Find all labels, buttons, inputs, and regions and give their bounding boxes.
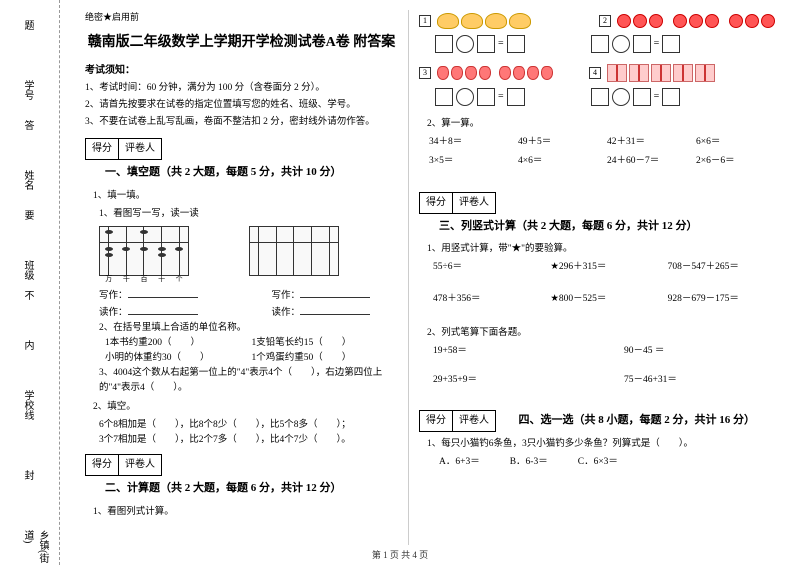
abacus-2 xyxy=(249,226,339,276)
q1-sub2: 2、在括号里填上合适的单位名称。 xyxy=(99,321,398,336)
exam-page: 题学号答姓名要班级不内学校线封乡镇(街道) 绝密★启用前 赣南版二年级数学上学期… xyxy=(0,0,800,565)
q6-title: 2、列式笔算下面各题。 xyxy=(427,326,775,341)
write-label: 写作： xyxy=(99,291,128,301)
write-read-1: 写作： 读作： xyxy=(99,288,198,320)
eq-3: = xyxy=(435,88,525,106)
notice-1: 1、考试时间：60 分钟，满分为 100 分（含卷面分 2 分）。 xyxy=(85,81,398,96)
abacus-row: 万千百十个 xyxy=(99,226,398,276)
unit-item-1: 1本书约重200（ ） xyxy=(105,336,252,351)
q2-line1: 6个8相加是（ ），比8个8少（ ），比5个8多（ ）； xyxy=(99,418,398,433)
score-box-2: 得分 评卷人 xyxy=(85,454,162,476)
eq-1: = xyxy=(435,35,525,53)
q2-title: 2、填空。 xyxy=(93,400,398,415)
score-box-4: 得分 评卷人 xyxy=(419,410,496,432)
section-2-title: 二、计算题（共 2 大题，每题 6 分，共计 12 分） xyxy=(105,480,342,498)
section-4-title: 四、选一选（共 8 小题，每题 2 分，共计 16 分） xyxy=(519,412,756,430)
read-label-2: 读作： xyxy=(272,308,301,318)
unit-item-2: 1支铅笔长约15（ ） xyxy=(252,336,399,351)
write-label-2: 写作： xyxy=(272,291,301,301)
left-column: 绝密★启用前 赣南版二年级数学上学期开学检测试卷A卷 附答案 考试须知： 1、考… xyxy=(75,10,409,545)
q1-sub1: 1、看图写一写，读一读 xyxy=(99,207,398,222)
q1-sub3: 3、4004这个数从右起第一位上的"4"表示4个（ ），右边第四位上的"4"表示… xyxy=(99,366,398,396)
page-footer: 第 1 页 共 4 页 xyxy=(0,548,800,561)
section-1-title: 一、填空题（共 2 大题，每题 5 分，共计 10 分） xyxy=(105,164,342,182)
write-read-2: 写作： 读作： xyxy=(272,288,371,320)
opt-c: C．6×3＝ xyxy=(578,455,618,470)
section-3-title: 三、列竖式计算（共 2 大题，每题 6 分，共计 12 分） xyxy=(439,218,698,236)
notice-heading: 考试须知： xyxy=(85,63,398,79)
binding-margin: 题学号答姓名要班级不内学校线封乡镇(街道) xyxy=(0,0,60,565)
grader-label: 评卷人 xyxy=(119,139,161,159)
vertical-calc-grid: 55÷6＝ ★296＋315＝ 708－547＋265＝ xyxy=(433,260,775,275)
score-label: 得分 xyxy=(86,139,119,159)
unit-item-3: 小明的体重约30（ ） xyxy=(105,351,252,366)
fruit-row-2: 3 4 xyxy=(419,64,775,82)
eq-4: = xyxy=(591,88,681,106)
exam-title: 赣南版二年级数学上学期开学检测试卷A卷 附答案 xyxy=(85,32,398,54)
calc-grid: 34＋8＝ 49＋5＝ 42＋31＝ 6×6＝ 3×5＝ 4×6＝ 24＋60－… xyxy=(429,135,775,169)
q3-title: 1、看图列式计算。 xyxy=(93,505,398,520)
opt-a: A．6+3＝ xyxy=(439,455,480,470)
q1-title: 1、填一填。 xyxy=(93,189,398,204)
abacus-1: 万千百十个 xyxy=(99,226,189,276)
opt-b: B．6-3＝ xyxy=(510,455,548,470)
score-box-3: 得分 评卷人 xyxy=(419,192,496,214)
q5-title: 1、用竖式计算，带"★"的要验算。 xyxy=(427,242,775,257)
calc-grid-3: 19+58＝ 90－45 ＝ 29+35+9＝ 75－46+31＝ xyxy=(433,344,775,388)
notice-3: 3、不要在试卷上乱写乱画，卷面不整洁扣 2 分，密封线外请勿作答。 xyxy=(85,115,398,130)
unit-item-4: 1个鸡蛋约重50（ ） xyxy=(252,351,399,366)
q4-title: 2、算一算。 xyxy=(427,117,775,132)
right-column: 1 2 = = 3 4 = = xyxy=(409,10,785,545)
notice-2: 2、请首先按要求在试卷的指定位置填写您的姓名、班级、学号。 xyxy=(85,98,398,113)
content-area: 绝密★启用前 赣南版二年级数学上学期开学检测试卷A卷 附答案 考试须知： 1、考… xyxy=(60,0,800,565)
read-label: 读作： xyxy=(99,308,128,318)
q7-title: 1、每只小猫钓6条鱼，3只小猫钓多少条鱼？列算式是（ ）。 xyxy=(427,437,775,452)
eq-2: = xyxy=(591,35,681,53)
fruit-row-1: 1 2 xyxy=(419,13,775,29)
score-box: 得分 评卷人 xyxy=(85,138,162,160)
q2-line2: 3个7相加是（ ），比2个7多（ ），比4个7少（ ）。 xyxy=(99,433,398,448)
seal-text: 绝密★启用前 xyxy=(85,10,398,24)
